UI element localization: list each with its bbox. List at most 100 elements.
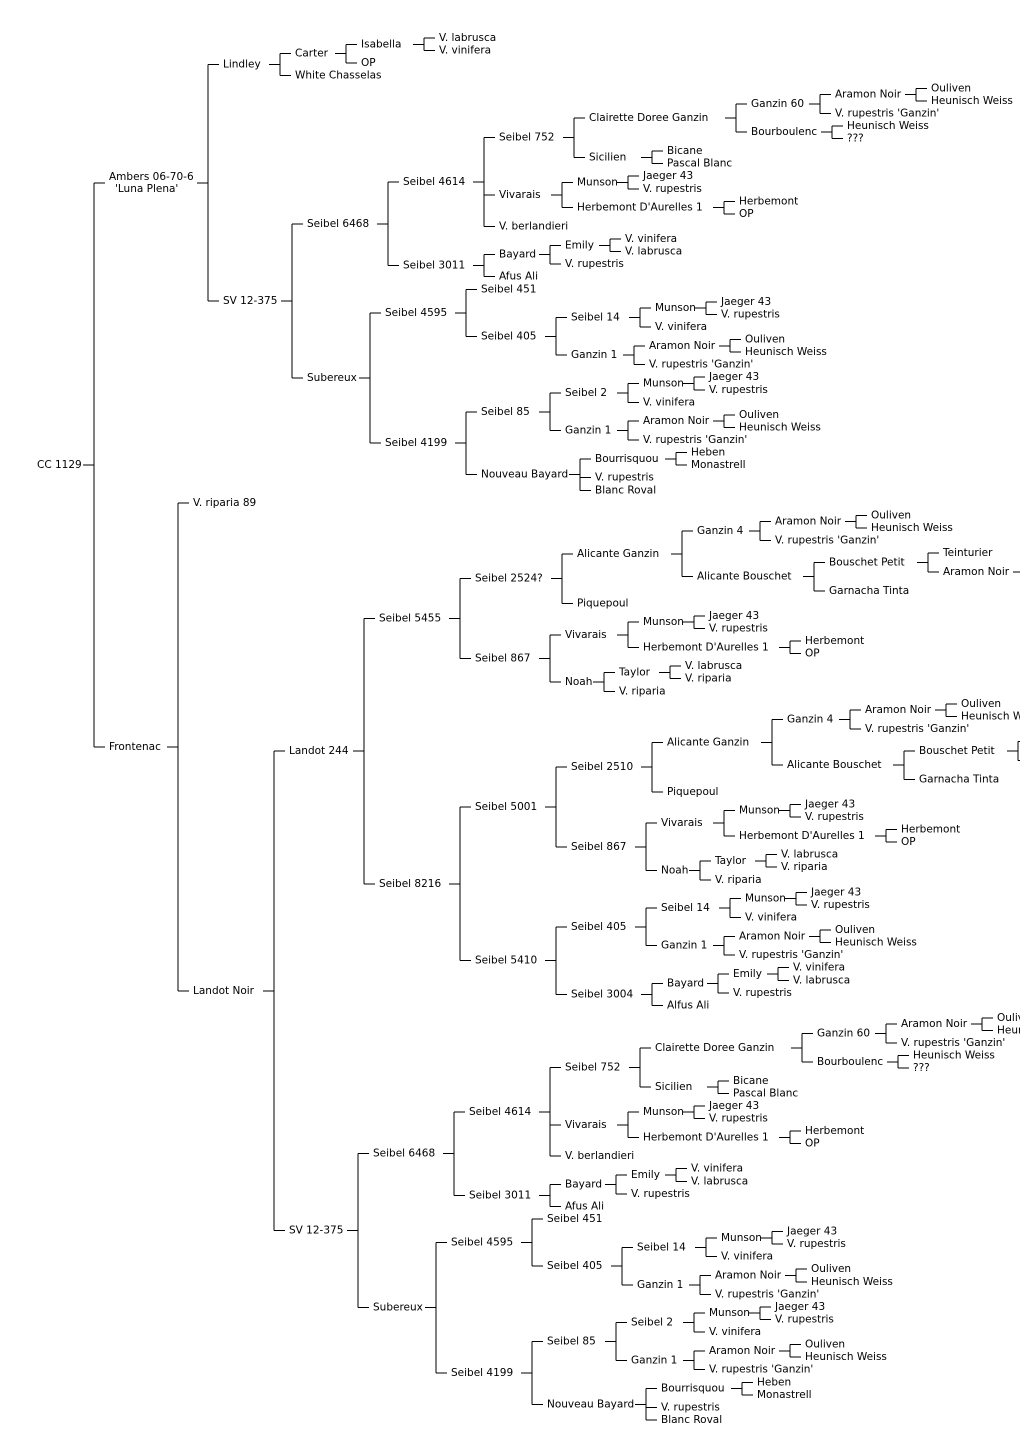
node-label: V. riparia bbox=[619, 685, 666, 697]
node-label: SV 12-375 bbox=[223, 295, 277, 307]
node-label: Taylor bbox=[618, 666, 651, 678]
node-label: Herbemont D'Aurelles 1 bbox=[577, 202, 703, 214]
node-label: Pascal Blanc bbox=[667, 158, 732, 170]
node-label: V. rupestris 'Ganzin' bbox=[775, 535, 879, 547]
node-label: Monastrell bbox=[757, 1389, 812, 1401]
node-label: V. rupestris 'Ganzin' bbox=[865, 723, 969, 735]
node-label: Ganzin 1 bbox=[637, 1279, 683, 1291]
node-label: Seibel 85 bbox=[481, 406, 530, 418]
node-label: Aramon Noir bbox=[865, 704, 932, 716]
node-label: V. rupestris 'Ganzin' bbox=[715, 1288, 819, 1300]
node-label: V. rupestris bbox=[811, 899, 870, 911]
node-label: Jaeger 43 bbox=[720, 296, 771, 308]
node-label: Seibel 2 bbox=[565, 387, 607, 399]
node-label: Munson bbox=[643, 616, 684, 628]
node-label: Seibel 405 bbox=[481, 330, 536, 342]
node-label: Nouveau Bayard bbox=[547, 1398, 634, 1410]
node-label: V. vinifera bbox=[625, 233, 677, 245]
node-label: Sicilien bbox=[589, 151, 626, 163]
node-label: V. vinifera bbox=[709, 1326, 761, 1338]
node-label: Jaeger 43 bbox=[786, 1226, 837, 1238]
node-label: Seibel 3004 bbox=[571, 988, 633, 1000]
node-label: Munson bbox=[643, 1106, 684, 1118]
node-label: Heunisch Weiss bbox=[931, 95, 1013, 107]
node-label: V. riparia bbox=[715, 874, 762, 886]
node-label: Heben bbox=[757, 1376, 791, 1388]
node-label: Aramon Noir bbox=[835, 89, 902, 101]
node-label: Jaeger 43 bbox=[810, 886, 861, 898]
node-label: V. labrusca bbox=[685, 660, 742, 672]
node-label: Heben bbox=[691, 447, 725, 459]
node-label: Aramon Noir bbox=[775, 516, 842, 528]
node-label: Ganzin 1 bbox=[565, 425, 611, 437]
node-label: Seibel 2524? bbox=[475, 573, 543, 585]
node-label: Heunisch Weiss bbox=[811, 1276, 893, 1288]
node-label: White Chasselas bbox=[295, 70, 382, 82]
node-label: Pascal Blanc bbox=[733, 1087, 798, 1099]
node-label: V. rupestris bbox=[643, 183, 702, 195]
node-label: Ouliven bbox=[871, 509, 911, 521]
node-label: Ganzin 1 bbox=[631, 1354, 677, 1366]
node-label: Seibel 3011 bbox=[469, 1189, 531, 1201]
node-label: V. labrusca bbox=[793, 974, 850, 986]
node-label: Bicane bbox=[733, 1075, 768, 1087]
node-label: Munson bbox=[709, 1307, 750, 1319]
node-label: Munson bbox=[721, 1232, 762, 1244]
node-label: V. labrusca bbox=[439, 32, 496, 44]
node-label: Ouliven bbox=[835, 924, 875, 936]
node-label: Ouliven bbox=[931, 82, 971, 94]
node-label: Seibel 867 bbox=[475, 652, 530, 664]
node-label: Munson bbox=[577, 176, 618, 188]
node-label: Seibel 8216 bbox=[379, 878, 441, 890]
node-label: V. riparia bbox=[685, 673, 732, 685]
node-label: Seibel 14 bbox=[571, 312, 620, 324]
node-label: Emily bbox=[631, 1169, 660, 1181]
node-label: OP bbox=[739, 208, 754, 220]
node-label: V. rupestris bbox=[595, 472, 654, 484]
node-label: V. berlandieri bbox=[499, 220, 568, 232]
node-label: Vivarais bbox=[565, 1119, 607, 1131]
node-label: V. labrusca bbox=[625, 246, 682, 258]
node-label: Jaeger 43 bbox=[642, 170, 693, 182]
node-label: V. berlandieri bbox=[565, 1150, 634, 1162]
node-label-line: 'Luna Plena' bbox=[115, 183, 178, 195]
node-label-line: Ambers 06-70-6 bbox=[109, 171, 194, 183]
node-label: Emily bbox=[565, 239, 594, 251]
node-label: Seibel 14 bbox=[637, 1241, 686, 1253]
node-label: V. rupestris bbox=[661, 1401, 720, 1413]
node-label: V. rupestris bbox=[709, 1112, 768, 1124]
node-label: Jaeger 43 bbox=[804, 798, 855, 810]
node-label: Bayard bbox=[667, 977, 704, 989]
node-label: Alicante Ganzin bbox=[577, 548, 659, 560]
node-label: Afus Ali bbox=[565, 1200, 604, 1212]
node-label: Herbemont bbox=[805, 1125, 864, 1137]
node-label: Seibel 6468 bbox=[307, 218, 369, 230]
node-label: Seibel 4595 bbox=[385, 307, 447, 319]
node-label: V. vinifera bbox=[721, 1251, 773, 1263]
node-label: Seibel 405 bbox=[547, 1260, 602, 1272]
node-label: Seibel 451 bbox=[547, 1213, 602, 1225]
node-label: Herbemont D'Aurelles 1 bbox=[643, 1131, 769, 1143]
node-label: Seibel 4199 bbox=[451, 1367, 513, 1379]
node-label: Noah bbox=[661, 864, 688, 876]
node-label: Afus Ali bbox=[499, 271, 538, 283]
node-label: OP bbox=[805, 1138, 820, 1150]
node-label: Taylor bbox=[714, 855, 747, 867]
node-label: V. vinifera bbox=[793, 962, 845, 974]
node-label: Carter bbox=[295, 48, 329, 60]
node-label: Jaeger 43 bbox=[708, 1100, 759, 1112]
node-label: Blanc Roval bbox=[595, 484, 656, 496]
node-label: V. riparia 89 bbox=[193, 497, 256, 509]
node-label: Bouschet Petit bbox=[829, 557, 905, 569]
node-label: Seibel 5455 bbox=[379, 612, 441, 624]
node-label: Ouliven bbox=[745, 334, 785, 346]
node-label: Seibel 5410 bbox=[475, 955, 537, 967]
node-label: V. rupestris 'Ganzin' bbox=[739, 949, 843, 961]
node-label: OP bbox=[901, 836, 916, 848]
node-label: ??? bbox=[913, 1062, 930, 1074]
node-label: Aramon Noir bbox=[715, 1270, 782, 1282]
node-label: V. vinifera bbox=[439, 45, 491, 57]
node-label: Munson bbox=[739, 805, 780, 817]
node-label: V. rupestris bbox=[775, 1313, 834, 1325]
